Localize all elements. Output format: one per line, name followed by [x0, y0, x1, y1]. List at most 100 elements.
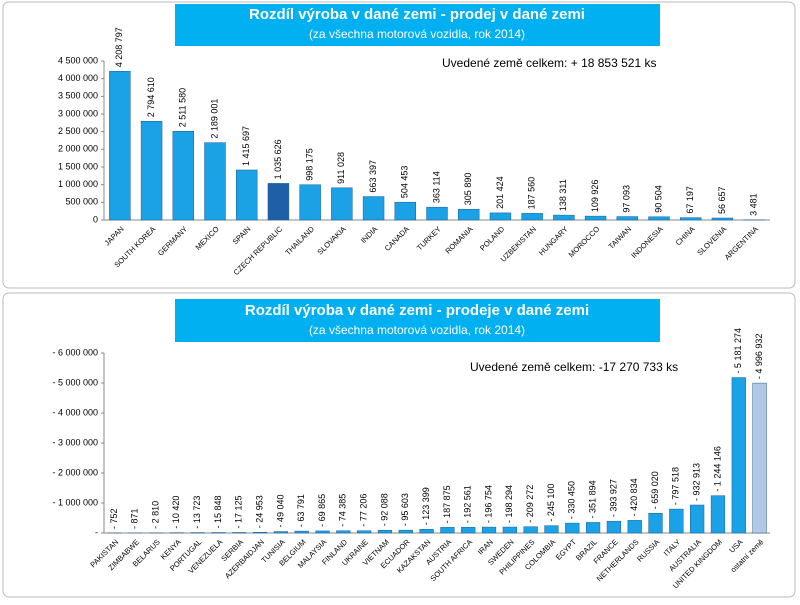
value-label: - 13 723 — [192, 496, 202, 529]
value-label: - 95 603 — [400, 493, 410, 526]
value-label: 305 890 — [463, 173, 473, 206]
value-label: - 74 385 — [338, 494, 348, 527]
chart-subtitle: (za všechna motorová vozidla, rok 2014) — [309, 27, 525, 41]
bar — [300, 185, 321, 220]
bar — [205, 143, 226, 220]
x-tick-label: USA — [727, 537, 744, 554]
value-label: - 351 894 — [587, 480, 597, 518]
bar — [331, 188, 352, 220]
value-label: 90 504 — [653, 185, 663, 213]
value-label: - 196 754 — [483, 485, 493, 523]
bar — [141, 121, 162, 220]
value-label: - 77 206 — [359, 494, 369, 527]
y-tick-label: 4 000 000 — [58, 73, 98, 83]
value-label: 201 424 — [495, 176, 505, 209]
bar — [565, 523, 579, 533]
x-tick-label: THAILAND — [283, 224, 316, 257]
value-label: - 92 088 — [379, 493, 389, 526]
y-tick-label: - 6 000 000 — [52, 347, 98, 357]
y-tick-label: 3 000 000 — [58, 108, 98, 118]
value-label: - 198 294 — [504, 485, 514, 523]
bar — [458, 209, 479, 220]
y-tick-label: 4 500 000 — [58, 55, 98, 65]
bar — [545, 526, 559, 533]
value-label: - 49 040 — [275, 494, 285, 527]
chart-title: Rozdíl výroba v dané zemi - prodeje v da… — [245, 302, 589, 319]
x-tick-label: HUNGARY — [537, 224, 570, 257]
bar — [420, 529, 434, 533]
bar — [524, 527, 538, 533]
bar — [617, 217, 638, 220]
value-label: 504 453 — [400, 166, 410, 199]
value-label: - 4 996 932 — [754, 334, 764, 380]
annotation: Uvedené země celkem: -17 270 733 ks — [470, 360, 678, 374]
bar — [732, 378, 746, 533]
value-label: - 63 791 — [296, 494, 306, 527]
x-tick-label: CANADA — [383, 224, 411, 252]
y-tick-label: - 3 000 000 — [52, 437, 98, 447]
bar — [268, 183, 289, 220]
x-tick-label: MOROCCO — [567, 224, 602, 259]
value-label: 138 311 — [558, 179, 568, 211]
value-label: 1 415 697 — [241, 126, 251, 166]
x-tick-label: MEXICO — [194, 224, 221, 251]
value-label: 3 481 — [749, 193, 759, 216]
bar — [363, 197, 384, 220]
y-tick-label: - 1 000 000 — [52, 497, 98, 507]
bar — [482, 527, 496, 533]
bar — [316, 531, 330, 533]
value-label: 4 208 797 — [114, 27, 124, 67]
value-label: 998 175 — [305, 148, 315, 181]
y-tick-label: - 2 000 000 — [52, 467, 98, 477]
x-tick-label: TAIWAN — [607, 224, 633, 250]
value-label: - 752 — [109, 508, 119, 529]
bar — [336, 531, 350, 533]
bar — [274, 532, 288, 533]
annotation: Uvedené země celkem: + 18 853 521 ks — [442, 56, 656, 70]
y-tick-label: 2 000 000 — [58, 144, 98, 154]
value-label: - 17 125 — [234, 495, 244, 528]
bar — [503, 527, 517, 533]
bar — [173, 131, 194, 220]
y-tick-label: 1 500 000 — [58, 161, 98, 171]
value-label: 187 560 — [527, 177, 537, 210]
bar — [690, 505, 704, 533]
bar — [607, 521, 621, 533]
x-tick-label: SPAIN — [231, 224, 253, 246]
bar — [680, 218, 701, 220]
value-label: 363 114 — [431, 171, 441, 203]
value-label: - 24 953 — [254, 495, 264, 528]
value-label: - 797 518 — [671, 467, 681, 505]
value-label: 2 189 001 — [209, 99, 219, 139]
value-label: - 5 181 274 — [733, 328, 743, 374]
x-tick-label: POLAND — [478, 224, 507, 253]
value-label: - 245 100 — [546, 484, 556, 522]
bar — [649, 513, 663, 533]
bar — [628, 520, 642, 533]
bar — [378, 530, 392, 533]
value-label: - 871 — [130, 508, 140, 529]
bar — [399, 530, 413, 533]
value-label: - 1 244 146 — [712, 446, 722, 492]
y-tick-label: 500 000 — [65, 197, 98, 207]
value-label: 109 926 — [590, 180, 600, 213]
chart-title: Rozdíl výroba v dané zemi - prodej v dan… — [249, 6, 585, 23]
value-label: 97 093 — [622, 185, 632, 213]
value-label: - 330 450 — [567, 481, 577, 519]
x-tick-label: SLOVAKIA — [315, 224, 347, 256]
value-label: - 209 272 — [525, 485, 535, 523]
value-label: 2 794 610 — [146, 77, 156, 117]
x-tick-label: ROMANIA — [443, 224, 474, 255]
bar — [236, 170, 257, 220]
value-label: 2 511 580 — [178, 88, 188, 127]
x-tick-label: JAPAN — [103, 224, 126, 247]
x-tick-label: GERMANY — [156, 224, 189, 257]
y-tick-label: 1 000 000 — [58, 179, 98, 189]
bar — [553, 215, 574, 220]
value-label: - 2 810 — [150, 501, 160, 529]
bar — [522, 213, 543, 220]
value-label: 1 035 626 — [273, 139, 283, 179]
y-tick-label: - — [95, 527, 98, 537]
value-label: - 10 420 — [171, 496, 181, 529]
